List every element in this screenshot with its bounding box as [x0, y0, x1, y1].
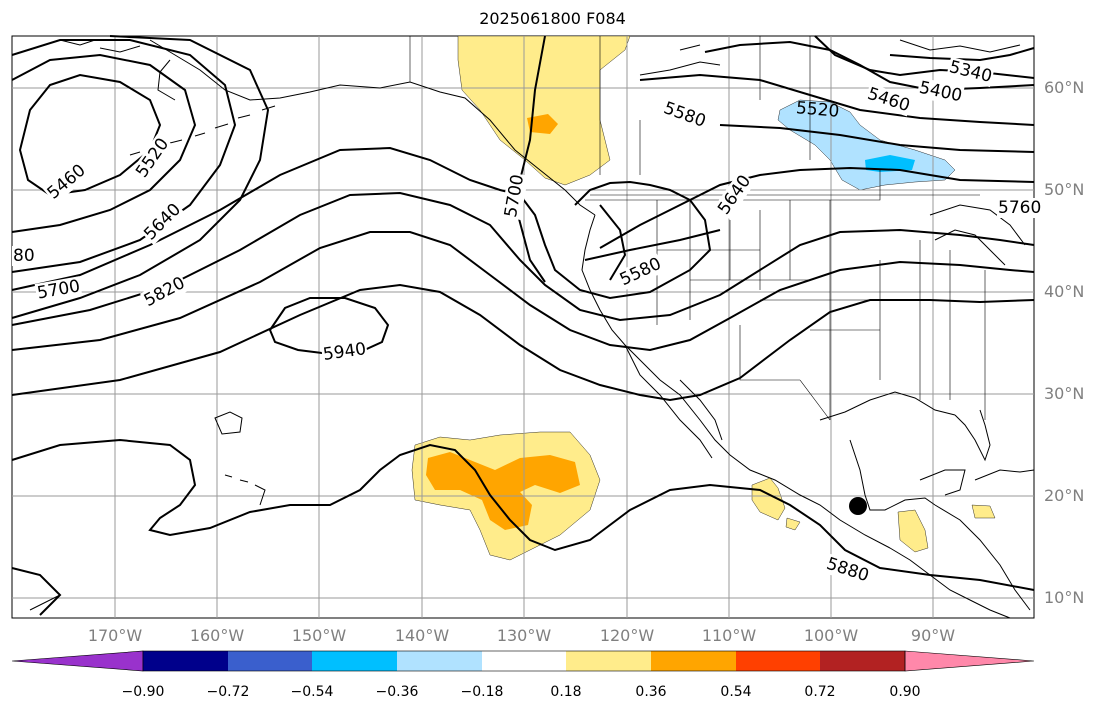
- lat-label: 30°N: [1044, 384, 1085, 403]
- colorbar-bin-2: [228, 651, 312, 671]
- lon-label: 120°W: [599, 626, 655, 645]
- colorbar-tick: 0.90: [889, 684, 921, 700]
- lon-label: 160°W: [189, 626, 245, 645]
- colorbar-bin-4: [397, 651, 482, 671]
- colorbar-bin-8: [736, 651, 820, 671]
- lat-label: 40°N: [1044, 282, 1085, 301]
- colorbar-tick: −0.90: [121, 684, 165, 700]
- lon-label: 140°W: [394, 626, 450, 645]
- colorbar-tick: 0.36: [635, 684, 667, 700]
- lon-label: 150°W: [291, 626, 347, 645]
- lat-label: 60°N: [1044, 78, 1085, 97]
- colorbar-bin-6: [566, 651, 651, 671]
- lat-label: 10°N: [1044, 588, 1085, 607]
- lat-label: 50°N: [1044, 180, 1085, 199]
- lon-label: 170°W: [87, 626, 143, 645]
- storm-center-marker: [849, 497, 867, 515]
- colorbar-tick: −0.72: [206, 684, 250, 700]
- colorbar-low-extension: [11, 650, 144, 672]
- lon-label: 130°W: [496, 626, 552, 645]
- colorbar-tick: −0.18: [460, 684, 504, 700]
- colorbar-bin-3: [312, 651, 397, 671]
- map-title: 2025061800 F084: [479, 9, 626, 28]
- colorbar-bin-9: [820, 651, 905, 671]
- colorbar-tick: −0.36: [375, 684, 419, 700]
- colorbar-high-extension: [904, 650, 1035, 672]
- colorbar-tick: −0.54: [290, 684, 334, 700]
- lon-label: 110°W: [701, 626, 757, 645]
- colorbar-tick: 0.18: [550, 684, 582, 700]
- colorbar-tick: 0.54: [720, 684, 752, 700]
- colorbar-tick: 0.72: [804, 684, 836, 700]
- colorbar-bin-7: [651, 651, 736, 671]
- colorbar-bin-5: [482, 651, 566, 671]
- colorbar: [11, 650, 1035, 672]
- lon-label: 90°W: [910, 626, 956, 645]
- lat-label: 20°N: [1044, 486, 1085, 505]
- lon-label: 100°W: [803, 626, 859, 645]
- colorbar-bin-1: [143, 651, 228, 671]
